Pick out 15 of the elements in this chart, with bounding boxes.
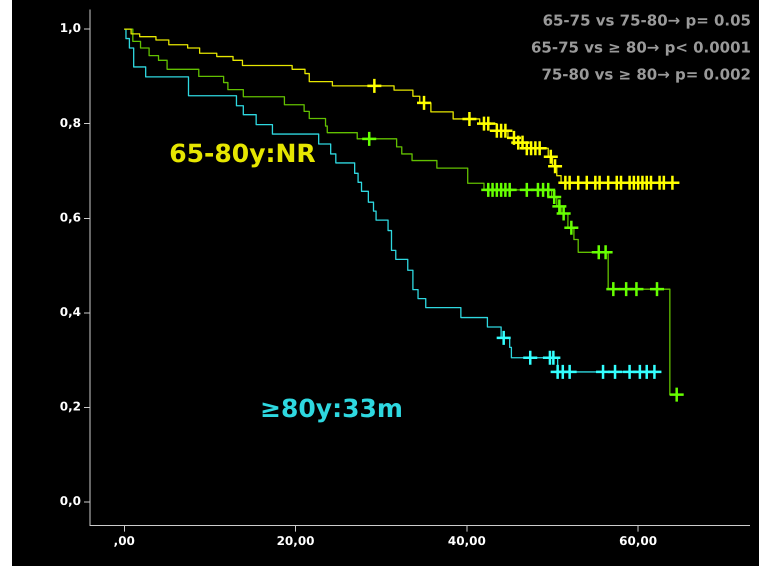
annotation: 65-75 vs ≥ 80→ p< 0.0001 [531,38,751,56]
y-tick-label: 1,0 [60,21,81,36]
x-tick-label: 60,00 [619,534,658,548]
y-tick-label: 0,6 [60,210,81,224]
annotation: 65-75 vs 75-80→ p= 0.05 [542,11,751,30]
y-tick-label: 0,0 [60,494,81,508]
text: 65-80y:NR [169,139,316,168]
y-tick-label: 0,8 [60,116,81,130]
text: ≥80y:33m [260,394,403,423]
y-tick-label: 0,2 [60,400,81,414]
y-tick-label: 0,4 [60,304,81,319]
x-tick-label: ,00 [114,534,135,548]
x-tick-label: 20,00 [276,534,315,548]
annotation: 75-80 vs ≥ 80→ p= 0.002 [541,65,751,84]
x-tick-label: 40,00 [448,534,486,548]
